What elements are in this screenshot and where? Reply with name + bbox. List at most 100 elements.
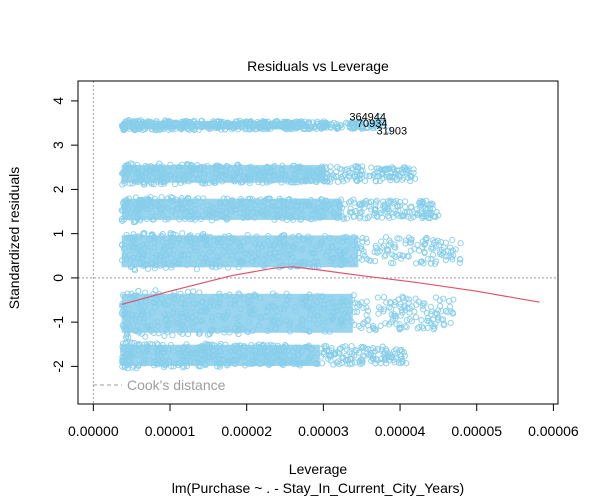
- residual-point: [382, 234, 390, 241]
- x-tick-label: 0.00001: [145, 423, 196, 439]
- residual-point: [374, 294, 381, 301]
- residual-point: [335, 358, 342, 365]
- residual-point: [349, 121, 356, 128]
- residual-point: [386, 304, 393, 311]
- residual-point: [337, 345, 344, 352]
- smooth-line: [121, 266, 540, 305]
- residual-point: [362, 177, 369, 185]
- residual-point: [402, 198, 409, 205]
- residual-point: [427, 201, 434, 208]
- residual-point: [449, 310, 457, 317]
- residual-point: [403, 324, 410, 331]
- residual-point: [381, 253, 388, 260]
- residual-point: [401, 304, 408, 311]
- x-tick-label: 0.00005: [451, 423, 502, 439]
- residual-point: [430, 326, 437, 333]
- residual-point: [380, 308, 387, 315]
- residual-point: [419, 200, 426, 208]
- residual-point: [152, 287, 159, 294]
- residual-point: [449, 247, 456, 254]
- residual-point: [420, 325, 427, 332]
- residual-point: [365, 199, 372, 206]
- residual-point: [404, 305, 411, 312]
- y-tick-label: -2: [50, 360, 66, 373]
- residual-point: [358, 325, 365, 332]
- residual-point: [452, 246, 459, 253]
- y-tick-label: 1: [50, 230, 66, 238]
- residual-point: [355, 349, 363, 356]
- residual-point: [365, 316, 372, 323]
- residual-point: [446, 244, 453, 251]
- residual-point: [358, 299, 365, 306]
- residual-point: [347, 205, 354, 212]
- residual-point: [135, 287, 142, 294]
- residual-point: [346, 209, 353, 216]
- residual-band-core: [121, 235, 359, 268]
- residual-point: [392, 244, 399, 251]
- residual-point: [393, 210, 400, 217]
- residual-point: [441, 321, 448, 328]
- residual-point: [447, 303, 454, 310]
- residual-point: [368, 206, 375, 213]
- residual-point: [358, 243, 365, 250]
- residual-point: [391, 299, 398, 306]
- residual-point: [374, 345, 381, 352]
- residual-point: [432, 294, 439, 301]
- residual-point: [351, 173, 358, 180]
- residual-point: [407, 239, 414, 246]
- residual-point: [359, 256, 366, 263]
- residual-point: [184, 288, 191, 295]
- residual-point: [397, 300, 404, 308]
- residual-point: [405, 296, 413, 303]
- residual-band-core: [121, 293, 353, 333]
- residual-point: [379, 346, 386, 353]
- residual-point: [349, 123, 356, 130]
- residual-point: [413, 301, 420, 308]
- residual-point: [378, 356, 385, 363]
- residual-point: [379, 343, 386, 350]
- residual-point: [319, 123, 326, 130]
- y-tick-label: 2: [50, 185, 66, 193]
- residual-point: [431, 260, 439, 267]
- residual-point: [399, 293, 406, 300]
- residual-point: [366, 213, 373, 220]
- residual-point: [438, 251, 445, 258]
- x-tick-label: 0.00004: [375, 423, 426, 439]
- residual-point: [389, 251, 396, 258]
- residual-point: [359, 235, 366, 242]
- residual-point: [393, 321, 400, 328]
- residual-point: [179, 230, 186, 237]
- residual-point: [387, 177, 394, 184]
- x-tick-label: 0.00002: [221, 423, 272, 439]
- residual-point: [356, 201, 363, 208]
- residual-point: [427, 303, 434, 310]
- residual-point: [405, 174, 412, 181]
- residual-point: [448, 254, 455, 261]
- residual-point: [432, 320, 439, 327]
- residual-point: [383, 299, 390, 306]
- residual-point: [360, 304, 367, 312]
- outlier-point: [377, 119, 384, 127]
- residual-point: [406, 208, 413, 215]
- residual-point: [391, 241, 398, 248]
- residual-point: [402, 166, 409, 173]
- residual-point: [412, 295, 419, 302]
- residual-point: [420, 300, 427, 307]
- residual-point: [424, 324, 431, 331]
- y-tick-label: 3: [50, 141, 66, 149]
- residual-point: [343, 176, 351, 183]
- residual-point: [456, 255, 464, 263]
- residual-point: [401, 352, 408, 359]
- residual-point: [442, 308, 449, 315]
- residual-point: [383, 247, 390, 254]
- residual-point: [410, 169, 417, 176]
- residual-point: [366, 173, 373, 180]
- residual-point: [402, 323, 409, 330]
- residual-point: [419, 215, 426, 222]
- residual-point: [393, 177, 400, 184]
- residual-point: [457, 240, 464, 247]
- residual-point: [411, 245, 418, 253]
- residual-point: [422, 205, 429, 212]
- chart-subtitle: lm(Purchase ~ . - Stay_In_Current_City_Y…: [172, 480, 464, 496]
- residual-point: [343, 346, 350, 353]
